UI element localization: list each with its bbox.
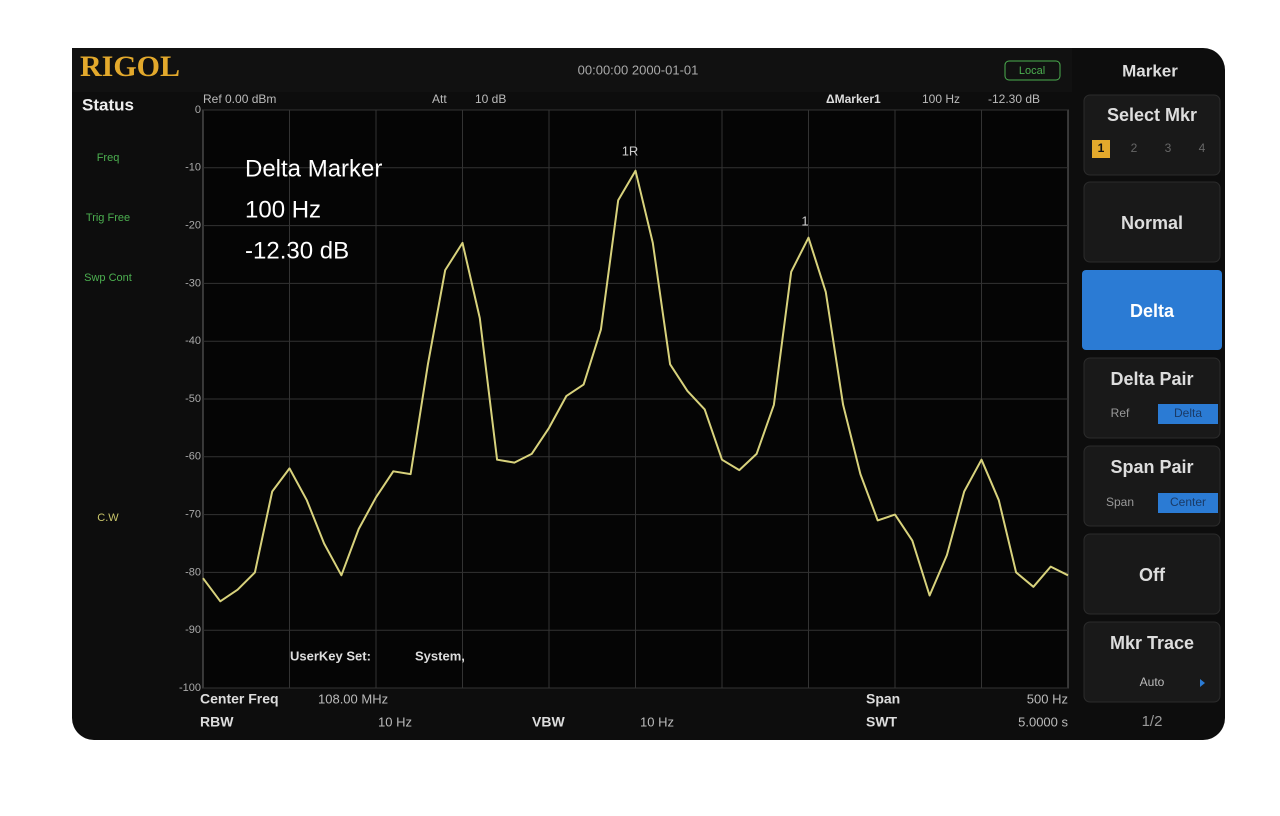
att-label: Att bbox=[432, 92, 447, 106]
menu-title: Marker bbox=[1122, 61, 1178, 80]
span-pair-active bbox=[1158, 493, 1218, 513]
delta-button[interactable] bbox=[1082, 270, 1222, 350]
center-freq-label: Center Freq bbox=[200, 691, 279, 707]
status-item: Swp Cont bbox=[84, 272, 132, 284]
datetime: 00:00:00 2000-01-01 bbox=[578, 62, 699, 77]
status-item: C.W bbox=[97, 512, 119, 524]
select-mkr-item[interactable]: 4 bbox=[1199, 141, 1206, 155]
userkey-value: System, bbox=[415, 648, 465, 663]
select-mkr-item[interactable]: 2 bbox=[1131, 141, 1138, 155]
select-mkr-box bbox=[1083, 94, 1221, 176]
marker-level: -12.30 dB bbox=[988, 92, 1040, 106]
y-tick-label: -100 bbox=[179, 682, 201, 694]
select-mkr[interactable]: Select Mkr bbox=[1107, 105, 1197, 125]
span-label: Span bbox=[866, 691, 900, 707]
status-item: Trig Free bbox=[86, 212, 130, 224]
delta-pair-label[interactable]: Delta Pair bbox=[1110, 369, 1193, 389]
ref-level: Ref 0.00 dBm bbox=[203, 92, 276, 106]
annotation-line: Delta Marker bbox=[245, 155, 382, 182]
status-item: Freq bbox=[97, 152, 120, 164]
y-tick-label: -60 bbox=[185, 451, 201, 463]
userkey-label: UserKey Set: bbox=[290, 648, 371, 663]
swt-label: SWT bbox=[866, 714, 898, 730]
y-tick-label: 0 bbox=[195, 104, 201, 116]
off-label[interactable]: Off bbox=[1139, 565, 1166, 585]
span-pair-label[interactable]: Span Pair bbox=[1110, 457, 1193, 477]
y-tick-label: -90 bbox=[185, 624, 201, 636]
mode-badge bbox=[1004, 60, 1061, 81]
vbw-label: VBW bbox=[532, 714, 565, 730]
status-list: Freq Trig Free Swp Cont C.W bbox=[84, 152, 132, 524]
top-bar bbox=[72, 48, 1072, 92]
off-button[interactable] bbox=[1083, 533, 1221, 615]
annotation-line: -12.30 dB bbox=[245, 237, 349, 264]
mkr-trace-value[interactable]: Auto bbox=[1140, 675, 1165, 689]
plot: 0 -10 -20 -30 -40 -50 -60 -70 -80 -90 -100 bbox=[179, 104, 1069, 694]
vbw: 10 Hz bbox=[640, 714, 674, 729]
status-title: Status bbox=[82, 95, 134, 114]
annotation-line: 100 Hz bbox=[245, 196, 321, 223]
select-mkr-item[interactable]: 1 bbox=[1098, 141, 1105, 155]
delta-pair-active bbox=[1158, 404, 1218, 424]
trace bbox=[202, 169, 1069, 603]
delta-pair-option[interactable]: Ref bbox=[1111, 406, 1130, 420]
delta-pair-option[interactable]: Delta bbox=[1174, 406, 1202, 420]
marker-freq: 100 Hz bbox=[922, 92, 960, 106]
span-pair-option[interactable]: Center bbox=[1170, 495, 1206, 509]
y-tick-label: -80 bbox=[185, 566, 201, 578]
center-freq: 108.00 MHz bbox=[318, 691, 388, 706]
rbw-label: RBW bbox=[200, 714, 234, 730]
y-tick-label: -70 bbox=[185, 509, 201, 521]
delta-label[interactable]: Delta bbox=[1130, 301, 1175, 321]
att: 10 dB bbox=[475, 92, 506, 106]
menu-panel: Marker Select Mkr 1 2 3 4 Normal Delta D… bbox=[1082, 61, 1222, 730]
y-tick-label: -10 bbox=[185, 162, 201, 174]
y-tick-label: -50 bbox=[185, 393, 201, 405]
page-indicator[interactable]: 1/2 bbox=[1142, 713, 1163, 730]
swt: 5.0000 s bbox=[1018, 714, 1068, 729]
mode: Local bbox=[1019, 65, 1045, 77]
marker-label: ΔMarker1 bbox=[826, 92, 881, 106]
y-tick-label: -30 bbox=[185, 277, 201, 289]
mkr-trace-button[interactable] bbox=[1083, 621, 1221, 703]
more-arrow bbox=[1200, 679, 1205, 687]
marker-delta-label: 1 bbox=[801, 213, 808, 228]
y-tick-label: -20 bbox=[185, 220, 201, 232]
select-mkr-active bbox=[1092, 140, 1110, 158]
select-mkr-item[interactable]: 3 bbox=[1165, 141, 1172, 155]
normal-button[interactable] bbox=[1083, 181, 1221, 263]
span-pair-option[interactable]: Span bbox=[1106, 495, 1134, 509]
marker-ref-label: 1R bbox=[622, 143, 639, 158]
y-tick-label: -40 bbox=[185, 335, 201, 347]
span: 500 Hz bbox=[1027, 691, 1068, 706]
normal-label[interactable]: Normal bbox=[1121, 213, 1183, 233]
rbw: 10 Hz bbox=[378, 714, 412, 729]
logo: RIGOL bbox=[80, 50, 180, 83]
mkr-trace-label[interactable]: Mkr Trace bbox=[1110, 633, 1194, 653]
